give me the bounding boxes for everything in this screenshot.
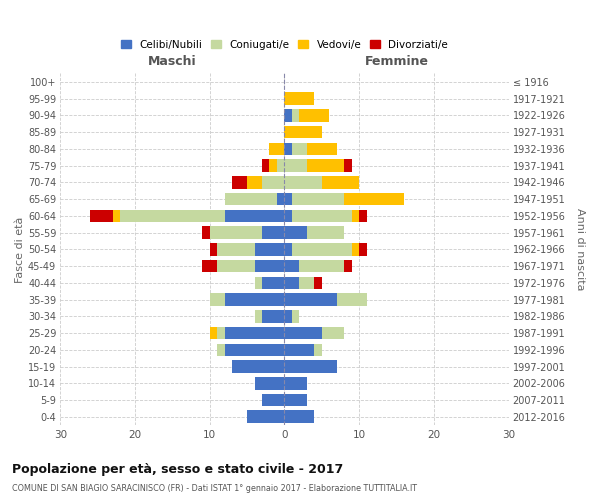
Bar (247, 410, 284, 423)
Bar (292, 142, 307, 155)
Bar (210, 226, 262, 239)
Bar (217, 344, 224, 356)
Bar (254, 377, 284, 390)
Bar (284, 160, 307, 172)
Bar (314, 276, 322, 289)
Bar (232, 176, 247, 188)
Bar (247, 176, 262, 188)
Y-axis label: Anni di nascita: Anni di nascita (575, 208, 585, 290)
Bar (217, 243, 254, 256)
Bar (284, 193, 292, 205)
Bar (224, 210, 284, 222)
Text: Maschi: Maschi (148, 54, 197, 68)
Y-axis label: Fasce di età: Fasce di età (15, 216, 25, 282)
Bar (224, 193, 277, 205)
Bar (217, 327, 224, 340)
Bar (284, 394, 307, 406)
Bar (284, 294, 337, 306)
Bar (210, 294, 224, 306)
Bar (337, 294, 367, 306)
Bar (202, 260, 217, 272)
Text: Femmine: Femmine (364, 54, 428, 68)
Bar (359, 243, 367, 256)
Bar (322, 327, 344, 340)
Bar (262, 394, 284, 406)
Bar (292, 243, 352, 256)
Bar (224, 294, 284, 306)
Bar (277, 160, 284, 172)
Bar (284, 243, 292, 256)
Bar (307, 160, 344, 172)
Bar (284, 260, 299, 272)
Bar (352, 243, 359, 256)
Bar (254, 310, 262, 322)
Text: COMUNE DI SAN BIAGIO SARACINISCO (FR) - Dati ISTAT 1° gennaio 2017 - Elaborazion: COMUNE DI SAN BIAGIO SARACINISCO (FR) - … (12, 484, 417, 493)
Bar (307, 226, 344, 239)
Bar (314, 344, 322, 356)
Bar (210, 243, 217, 256)
Bar (269, 160, 277, 172)
Bar (284, 226, 307, 239)
Bar (284, 310, 292, 322)
Bar (292, 109, 299, 122)
Bar (262, 310, 284, 322)
Bar (217, 260, 254, 272)
Bar (299, 109, 329, 122)
Bar (299, 260, 344, 272)
Bar (284, 360, 337, 373)
Bar (299, 276, 314, 289)
Bar (269, 142, 284, 155)
Bar (224, 344, 284, 356)
Bar (120, 210, 224, 222)
Bar (202, 226, 210, 239)
Bar (224, 327, 284, 340)
Bar (262, 176, 284, 188)
Bar (90, 210, 113, 222)
Bar (113, 210, 120, 222)
Bar (284, 92, 314, 105)
Bar (359, 210, 367, 222)
Bar (254, 260, 284, 272)
Text: Popolazione per età, sesso e stato civile - 2017: Popolazione per età, sesso e stato civil… (12, 462, 343, 475)
Bar (210, 327, 217, 340)
Bar (344, 260, 352, 272)
Bar (284, 410, 314, 423)
Bar (262, 160, 269, 172)
Bar (344, 160, 352, 172)
Bar (284, 276, 299, 289)
Bar (284, 142, 292, 155)
Bar (284, 126, 322, 138)
Bar (262, 226, 284, 239)
Bar (284, 377, 307, 390)
Bar (277, 193, 284, 205)
Bar (292, 210, 352, 222)
Bar (232, 360, 284, 373)
Bar (292, 310, 299, 322)
Bar (284, 344, 314, 356)
Bar (292, 193, 344, 205)
Bar (344, 193, 404, 205)
Bar (254, 276, 262, 289)
Legend: Celibi/Nubili, Coniugati/e, Vedovi/e, Divorziati/e: Celibi/Nubili, Coniugati/e, Vedovi/e, Di… (118, 36, 451, 53)
Bar (284, 327, 322, 340)
Bar (352, 210, 359, 222)
Bar (254, 243, 284, 256)
Bar (322, 176, 359, 188)
Bar (307, 142, 337, 155)
Bar (284, 109, 292, 122)
Bar (262, 276, 284, 289)
Bar (284, 210, 292, 222)
Bar (284, 176, 322, 188)
